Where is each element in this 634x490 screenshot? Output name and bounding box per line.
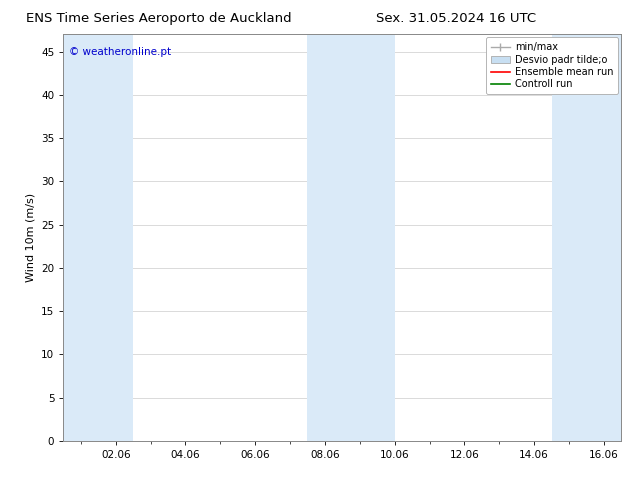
Bar [63,34,133,441]
Bar [307,34,394,441]
Legend: min/max, Desvio padr tilde;o, Ensemble mean run, Controll run: min/max, Desvio padr tilde;o, Ensemble m… [486,37,618,94]
Text: © weatheronline.pt: © weatheronline.pt [69,47,171,56]
Bar [552,34,621,441]
Text: Sex. 31.05.2024 16 UTC: Sex. 31.05.2024 16 UTC [377,12,536,25]
Text: ENS Time Series Aeroporto de Auckland: ENS Time Series Aeroporto de Auckland [26,12,291,25]
Y-axis label: Wind 10m (m/s): Wind 10m (m/s) [25,193,36,282]
